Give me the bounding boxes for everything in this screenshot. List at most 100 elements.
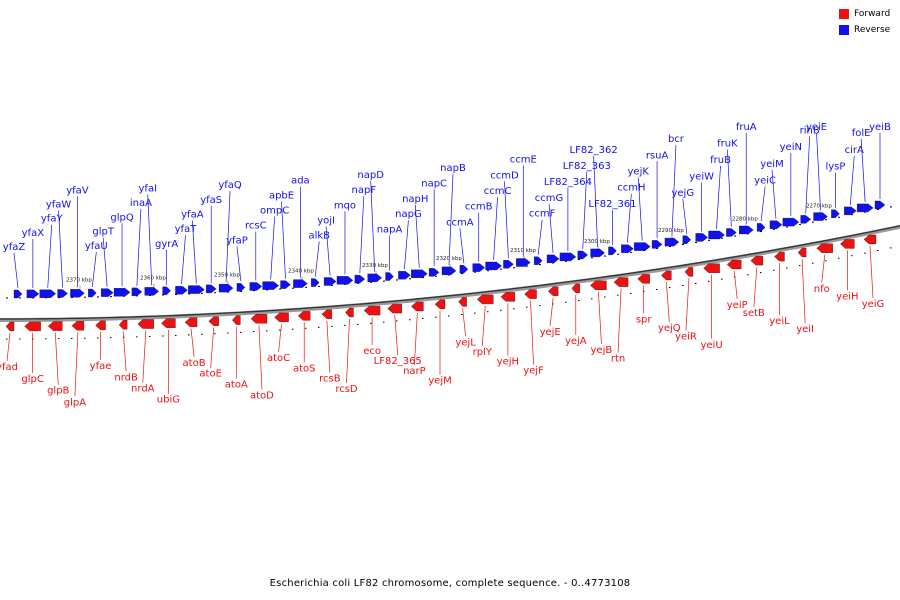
forward-gene-leader	[481, 305, 486, 346]
reverse-gene-arrow	[621, 244, 634, 253]
reverse-gene-label: apbE	[269, 191, 294, 202]
forward-gene-leader	[462, 308, 466, 337]
reverse-gene-label: napC	[421, 178, 447, 189]
forward-gene-label: nfo	[814, 284, 830, 295]
forward-gene-arrow	[547, 286, 559, 296]
forward-gene-arrow	[524, 289, 537, 299]
reverse-gene-leader	[58, 210, 63, 288]
forward-gene-label: yejQ	[658, 323, 681, 334]
reverse-gene-label: gyrA	[155, 239, 178, 250]
reverse-gene-label: yeiW	[689, 171, 714, 182]
forward-gene-arrow	[477, 294, 494, 305]
reverse-gene-leader	[414, 204, 420, 268]
reverse-gene-label: ada	[291, 176, 310, 187]
backbone-shadow	[0, 224, 900, 322]
forward-gene-label: narP	[403, 366, 426, 377]
reverse-gene-arrow	[682, 235, 692, 244]
forward-gene-arrow	[500, 292, 516, 302]
reverse-gene-arrow	[856, 203, 874, 213]
reverse-gene-label: LF82_361	[588, 199, 636, 210]
legend-label-forward: Forward	[854, 9, 891, 19]
reverse-gene-label: LF82_362	[570, 145, 618, 156]
reverse-gene-arrow	[57, 289, 68, 298]
reverse-gene-label: yeiN	[780, 142, 802, 153]
forward-gene-leader	[54, 332, 59, 385]
reverse-gene-arrow	[516, 258, 531, 267]
forward-gene-label: atoE	[199, 369, 222, 380]
forward-gene-leader	[549, 297, 554, 326]
forward-gene-arrow	[232, 315, 241, 325]
kbp-tick-label: 2290 kbp	[658, 228, 684, 234]
reverse-gene-label: yfaI	[139, 183, 158, 194]
reverse-gene-label: rsuA	[646, 150, 669, 161]
forward-gene-arrow	[48, 321, 63, 331]
reverse-gene-label: napA	[377, 225, 403, 236]
forward-gene-label: yejA	[565, 336, 587, 347]
reverse-gene-label: yfaP	[226, 235, 248, 246]
forward-gene-arrow	[637, 274, 650, 284]
reverse-gene-arrow	[367, 273, 382, 283]
forward-gene-label: glpA	[64, 397, 86, 408]
reverse-gene-arrow	[577, 250, 588, 260]
reverse-gene-label: glpT	[92, 227, 114, 238]
reverse-gene-leader	[325, 226, 331, 276]
forward-gene-arrow	[5, 321, 15, 332]
reverse-gene-arrow	[769, 220, 783, 229]
forward-gene-label: yejM	[428, 376, 451, 387]
forward-gene-arrow	[840, 239, 855, 249]
forward-gene-label: atoB	[183, 358, 206, 369]
reverse-gene-label: ccmG	[535, 193, 564, 204]
reverse-gene-arrow	[739, 225, 754, 235]
reverse-gene-arrow	[874, 200, 886, 210]
forward-gene-leader	[753, 267, 758, 308]
reverse-gene-leader	[47, 224, 53, 288]
forward-gene-arrow	[750, 255, 763, 266]
reverse-gene-leader	[281, 201, 286, 279]
kbp-tick-label: 2330 kbp	[362, 263, 388, 269]
reverse-gene-label: napH	[402, 194, 428, 205]
reverse-gene-label: ccmF	[529, 209, 556, 220]
reverse-gene-label: LF82_364	[544, 177, 592, 188]
forward-gene-arrow	[703, 263, 720, 273]
reverse-gene-arrow	[756, 223, 766, 232]
reverse-gene-arrow	[323, 277, 337, 286]
reverse-gene-arrow	[101, 288, 114, 297]
reverse-gene-label: ccmH	[617, 183, 645, 194]
reverse-gene-label: napG	[395, 209, 422, 220]
forward-gene-label: rcsB	[319, 374, 341, 385]
kbp-tick-label: 2280 kbp	[732, 216, 758, 222]
kbp-tick-label: 2340 kbp	[288, 268, 314, 274]
reverse-gene-leader	[671, 145, 677, 237]
reverse-gene-leader	[448, 173, 454, 265]
reverse-gene-label: ccmE	[510, 155, 537, 166]
forward-gene-leader	[598, 291, 602, 344]
reverse-gene-label: fruB	[710, 155, 731, 166]
forward-gene-arrow	[613, 277, 629, 287]
forward-gene-arrow	[321, 309, 332, 319]
reverse-gene-leader	[13, 252, 19, 289]
reverse-gene-arrow	[782, 217, 800, 227]
forward-gene-arrow	[726, 259, 742, 270]
forward-gene-label: yfad	[0, 362, 18, 373]
reverse-gene-label: ccmB	[465, 202, 493, 213]
forward-gene-leader	[190, 328, 195, 357]
forward-gene-arrow	[797, 247, 807, 258]
reverse-gene-leader	[191, 220, 197, 284]
reverse-gene-label: lysP	[825, 162, 845, 173]
reverse-gene-label: yeiE	[806, 122, 827, 133]
forward-gene-leader	[258, 325, 263, 390]
reverse-gene-label: yfaV	[66, 185, 89, 196]
reverse-gene-arrow	[590, 248, 605, 258]
reverse-gene-arrow	[428, 268, 440, 277]
legend-label-reverse: Reverse	[854, 25, 891, 35]
reverse-gene-arrow	[336, 276, 354, 285]
forward-gene-label: yejL	[455, 337, 476, 348]
reverse-gene-arrow	[385, 272, 394, 281]
reverse-gene-label: yeiC	[754, 175, 776, 186]
forward-gene-leader	[346, 318, 350, 383]
kbp-tick-label: 2350 kbp	[214, 273, 240, 279]
reverse-gene-arrow	[206, 284, 217, 294]
reverse-gene-arrow	[608, 246, 617, 256]
forward-gene-leader	[6, 332, 11, 362]
